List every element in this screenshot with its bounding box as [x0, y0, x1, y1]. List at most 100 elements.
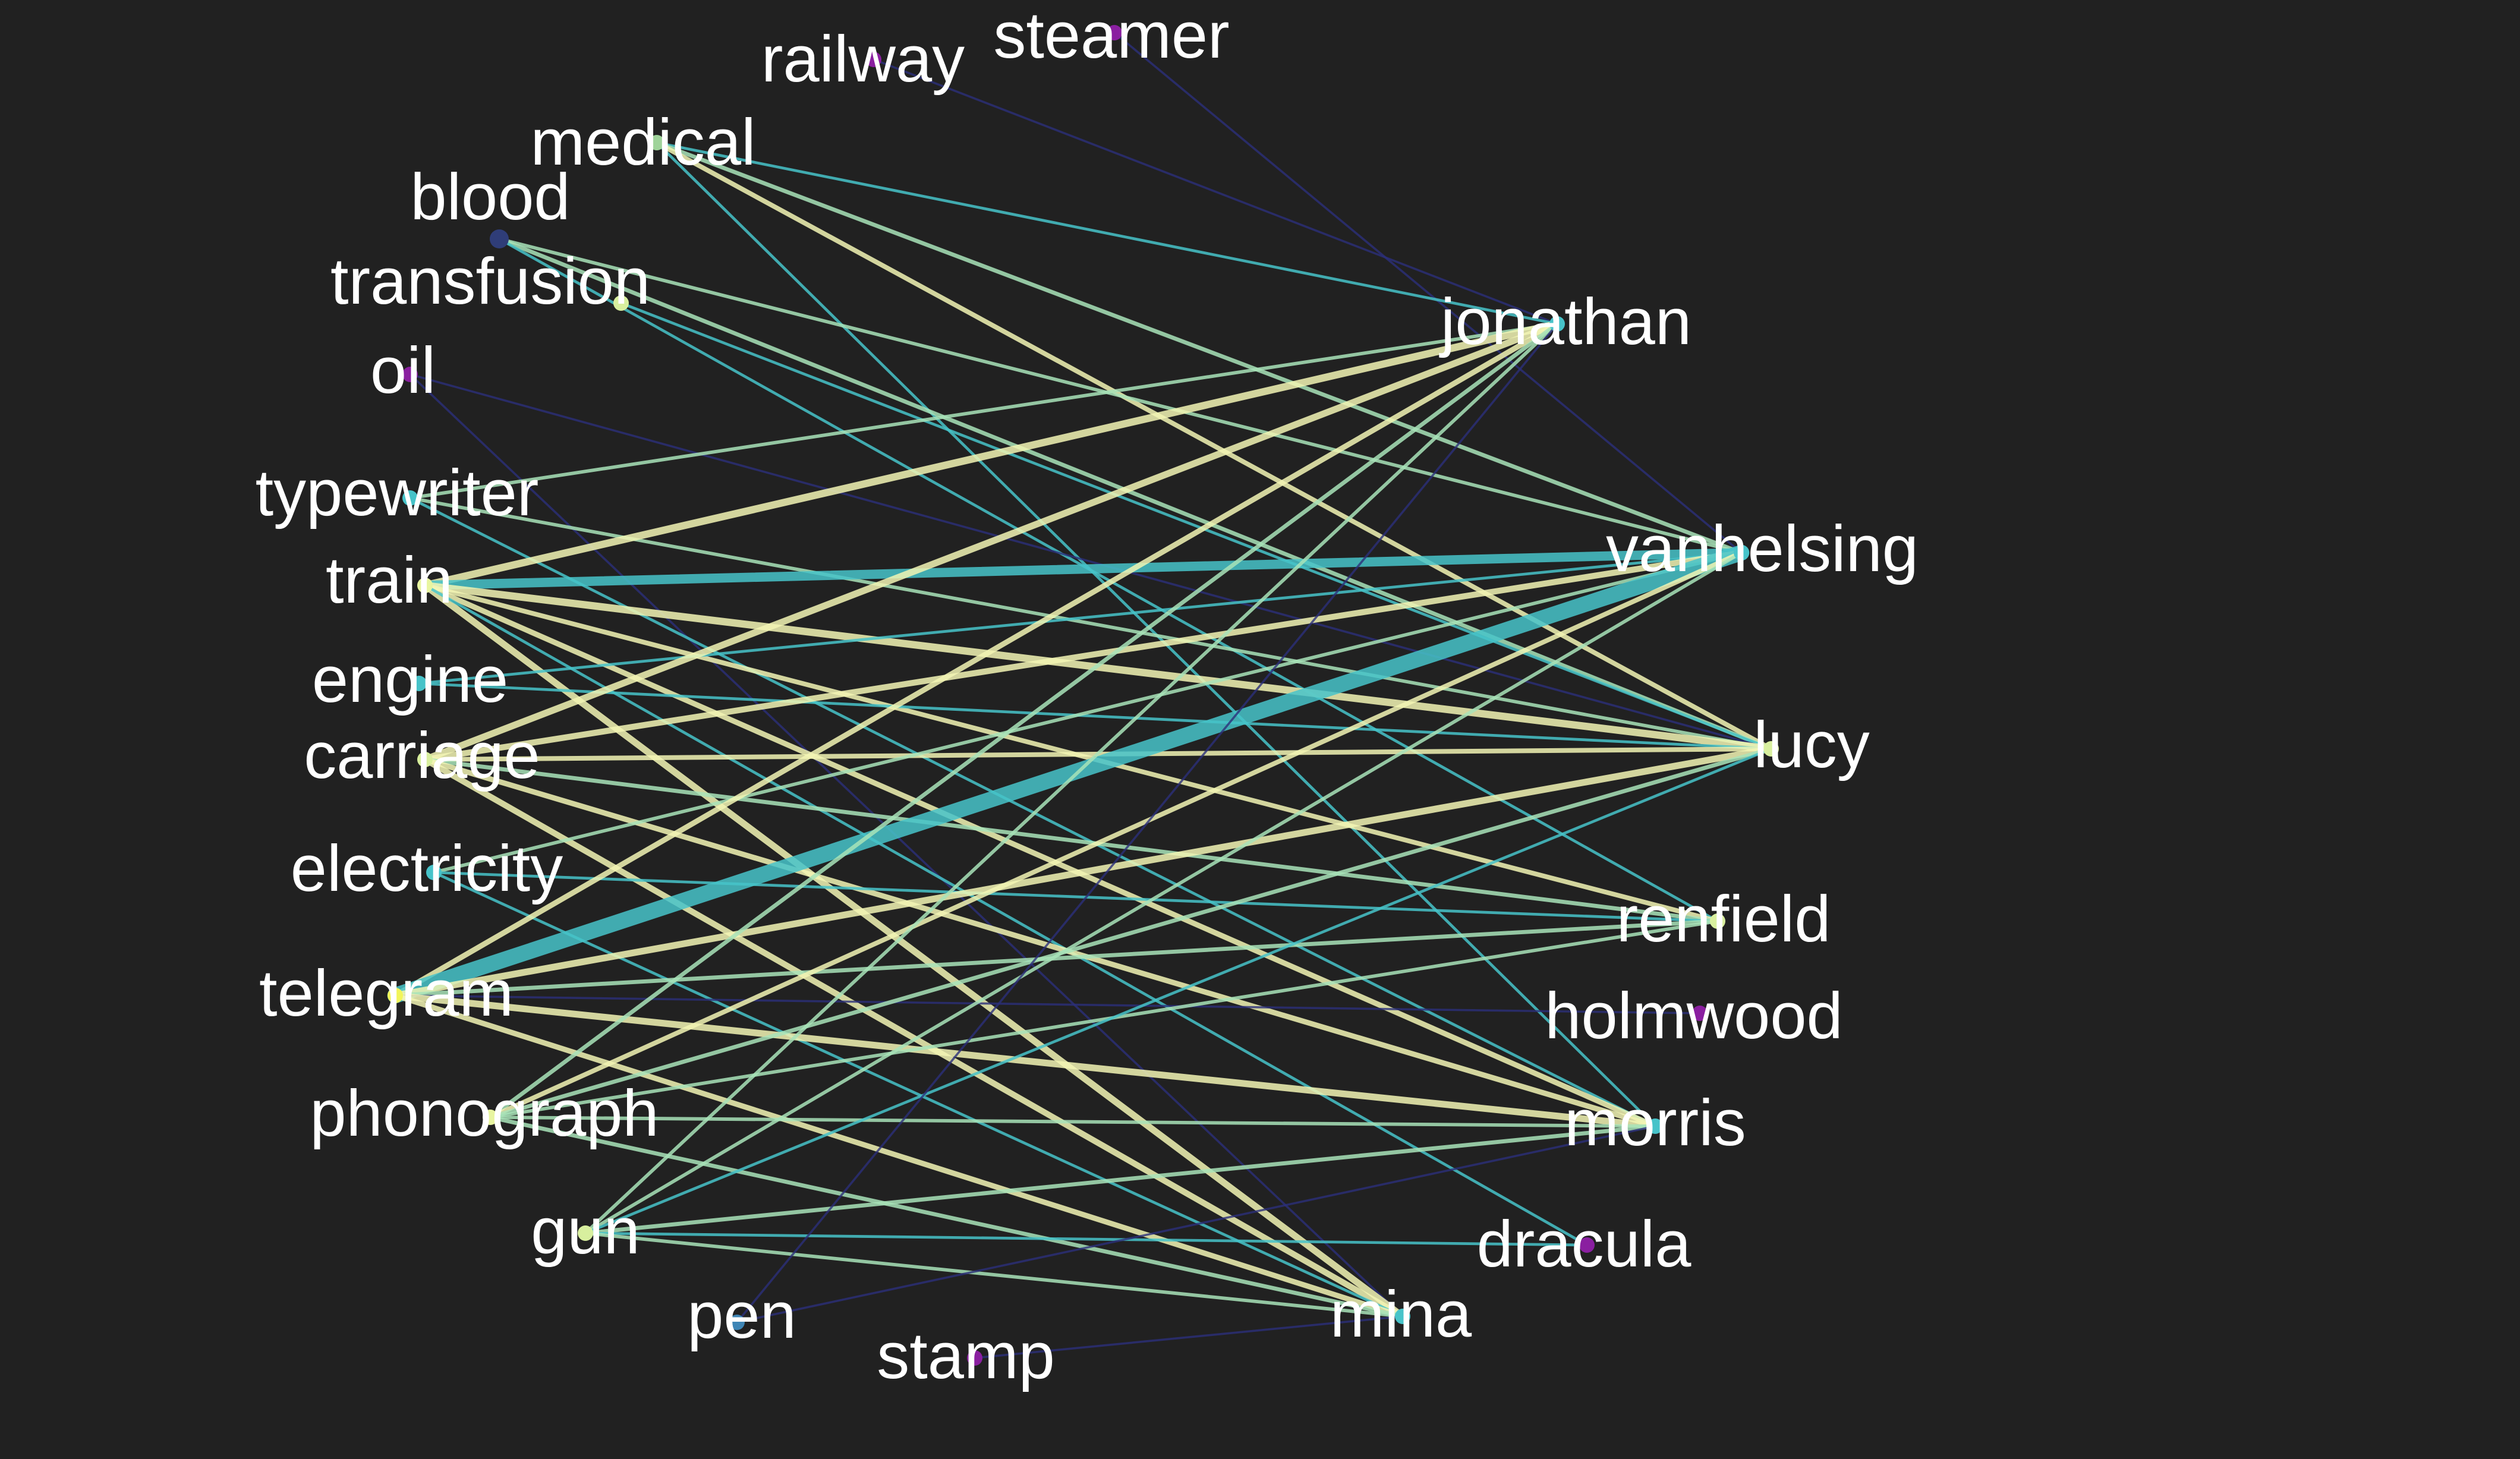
- node-label-blood: blood: [410, 160, 570, 234]
- node-label-carriage: carriage: [304, 719, 540, 792]
- node-oil: [402, 367, 418, 382]
- node-transfusion: [613, 295, 629, 311]
- edge-oil-mina: [409, 373, 1404, 1318]
- edge-telegram-holmwood: [394, 994, 1701, 1014]
- node-label-railway: railway: [761, 23, 965, 96]
- node-renfield: [1710, 913, 1725, 929]
- node-medical: [649, 135, 664, 150]
- node-label-pen: pen: [687, 1279, 796, 1352]
- node-label-telegram: telegram: [259, 957, 514, 1030]
- node-label-steamer: steamer: [993, 0, 1229, 72]
- node-label-gun: gun: [531, 1195, 640, 1268]
- edge-blood-renfield: [497, 237, 1719, 923]
- node-holmwood: [1692, 1006, 1708, 1021]
- node-label-vanhelsing: vanhelsing: [1606, 512, 1919, 585]
- node-label-morris: morris: [1564, 1086, 1746, 1159]
- node-electricity: [426, 865, 442, 880]
- node-label-holmwood: holmwood: [1545, 979, 1842, 1053]
- node-label-stamp: stamp: [877, 1319, 1055, 1392]
- edge-telegram-jonathan: [392, 321, 1560, 998]
- edge-oil-lucy: [409, 373, 1772, 750]
- node-label-transfusion: transfusion: [330, 245, 650, 318]
- node-telegram: [388, 988, 403, 1003]
- node-engine: [411, 676, 427, 691]
- edge-phonograph-morris: [489, 1115, 1657, 1128]
- node-label-dracula: dracula: [1477, 1208, 1692, 1281]
- node-typewriter: [402, 490, 418, 506]
- edge-gun-mina: [584, 1231, 1404, 1318]
- node-stamp: [967, 1350, 982, 1366]
- edge-railway-jonathan: [872, 58, 1558, 325]
- edge-train-morris: [422, 582, 1658, 1129]
- node-label-phonograph: phonograph: [310, 1077, 659, 1150]
- edge-train-jonathan: [421, 320, 1561, 590]
- edge-phonograph-lucy: [488, 746, 1774, 1120]
- node-layer: [388, 25, 1779, 1366]
- edge-steamer-vanhelsing: [1113, 31, 1743, 554]
- node-label-medical: medical: [530, 106, 755, 179]
- node-carriage: [417, 752, 433, 767]
- node-label-typewriter: typewriter: [256, 456, 539, 530]
- edge-pen-morris: [736, 1125, 1656, 1324]
- edge-gun-lucy: [584, 747, 1773, 1235]
- node-label-train: train: [326, 544, 453, 617]
- edge-typewriter-jonathan: [408, 322, 1559, 500]
- node-railway: [866, 52, 881, 67]
- edge-train-vanhelsing: [420, 548, 1746, 590]
- node-jonathan: [1549, 316, 1565, 332]
- edge-carriage-vanhelsing: [421, 549, 1745, 763]
- node-steamer: [1107, 25, 1122, 40]
- edge-electricity-vanhelsing: [432, 551, 1743, 874]
- node-label-lucy: lucy: [1753, 708, 1870, 782]
- edge-telegram-morris: [392, 992, 1659, 1130]
- node-label-engine: engine: [312, 643, 508, 716]
- node-label-jonathan: jonathan: [1439, 285, 1691, 358]
- node-mina: [1395, 1309, 1410, 1324]
- node-blood: [490, 229, 509, 248]
- edge-typewriter-morris: [408, 496, 1657, 1128]
- edge-blood-lucy: [497, 237, 1774, 751]
- edge-pen-jonathan: [736, 323, 1558, 1324]
- node-label-renfield: renfield: [1617, 883, 1831, 956]
- edge-stamp-mina: [974, 1315, 1404, 1359]
- node-label-oil: oil: [370, 334, 436, 407]
- node-label-electricity: electricity: [291, 832, 563, 905]
- edge-engine-vanhelsing: [417, 551, 1743, 685]
- edge-phonograph-renfield: [489, 919, 1719, 1119]
- edge-carriage-morris: [422, 757, 1658, 1129]
- edge-carriage-jonathan: [421, 320, 1561, 763]
- node-dracula: [1579, 1237, 1595, 1253]
- edge-telegram-mina: [392, 992, 1406, 1319]
- edge-transfusion-lucy: [619, 301, 1773, 751]
- edge-telegram-lucy: [392, 745, 1775, 999]
- node-gun: [578, 1225, 593, 1241]
- edge-medical-jonathan: [655, 141, 1559, 326]
- node-train: [417, 578, 433, 593]
- edge-medical-vanhelsing: [654, 140, 1744, 555]
- edge-gun-dracula: [584, 1231, 1589, 1247]
- node-phonograph: [483, 1110, 498, 1125]
- edge-gun-morris: [583, 1124, 1658, 1236]
- edge-phonograph-jonathan: [488, 322, 1560, 1120]
- edge-electricity-renfield: [432, 871, 1719, 923]
- edge-phonograph-mina: [488, 1115, 1405, 1319]
- node-morris: [1648, 1118, 1663, 1134]
- edge-train-mina: [421, 582, 1406, 1320]
- edge-blood-vanhelsing: [497, 237, 1743, 554]
- edge-gun-vanhelsing: [584, 551, 1743, 1235]
- edge-layer: [387, 31, 1775, 1359]
- node-vanhelsing: [1734, 545, 1749, 560]
- edge-train-dracula: [423, 584, 1589, 1247]
- edge-telegram-vanhelsing: [387, 544, 1750, 1004]
- node-label-mina: mina: [1330, 1278, 1472, 1351]
- node-lucy: [1763, 741, 1779, 757]
- edge-phonograph-vanhelsing: [488, 550, 1744, 1120]
- edge-engine-lucy: [417, 682, 1773, 751]
- edge-electricity-mina: [432, 871, 1404, 1318]
- edge-carriage-renfield: [423, 757, 1720, 924]
- edge-medical-lucy: [654, 140, 1774, 751]
- edge-telegram-renfield: [393, 919, 1720, 998]
